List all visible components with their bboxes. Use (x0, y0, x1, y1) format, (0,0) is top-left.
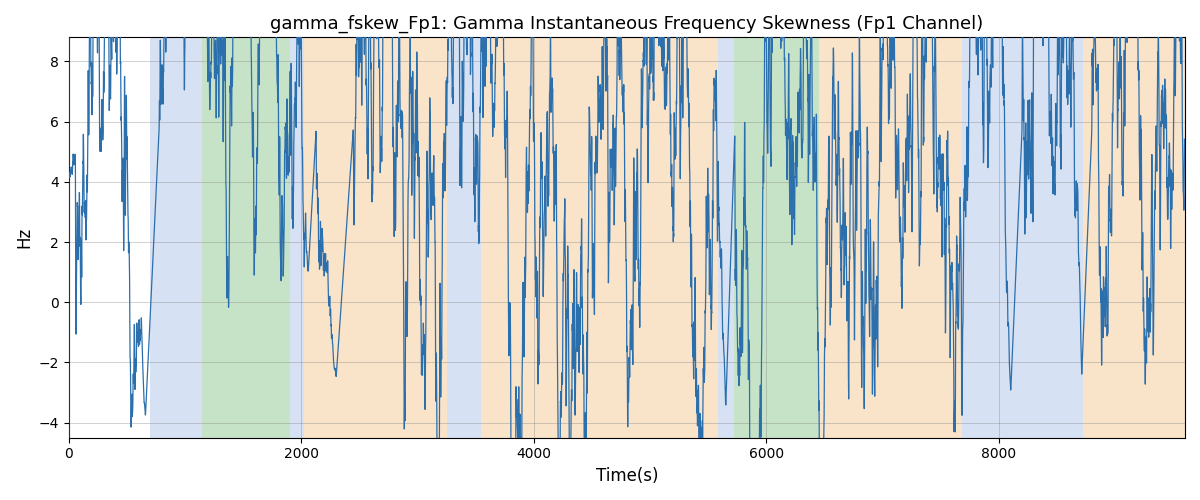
Bar (961, 38, 1082, 438)
Bar (718, 38, 734, 438)
Bar (304, 38, 446, 438)
Bar (289, 38, 304, 438)
Y-axis label: Hz: Hz (16, 227, 34, 248)
Bar (1082, 38, 1186, 438)
Bar (734, 38, 818, 438)
Title: gamma_fskew_Fp1: Gamma Instantaneous Frequency Skewness (Fp1 Channel): gamma_fskew_Fp1: Gamma Instantaneous Fre… (270, 15, 984, 34)
Bar (150, 38, 203, 438)
X-axis label: Time(s): Time(s) (595, 467, 658, 485)
Bar (481, 38, 718, 438)
Bar (203, 38, 289, 438)
Bar (446, 38, 481, 438)
Bar (818, 38, 961, 438)
